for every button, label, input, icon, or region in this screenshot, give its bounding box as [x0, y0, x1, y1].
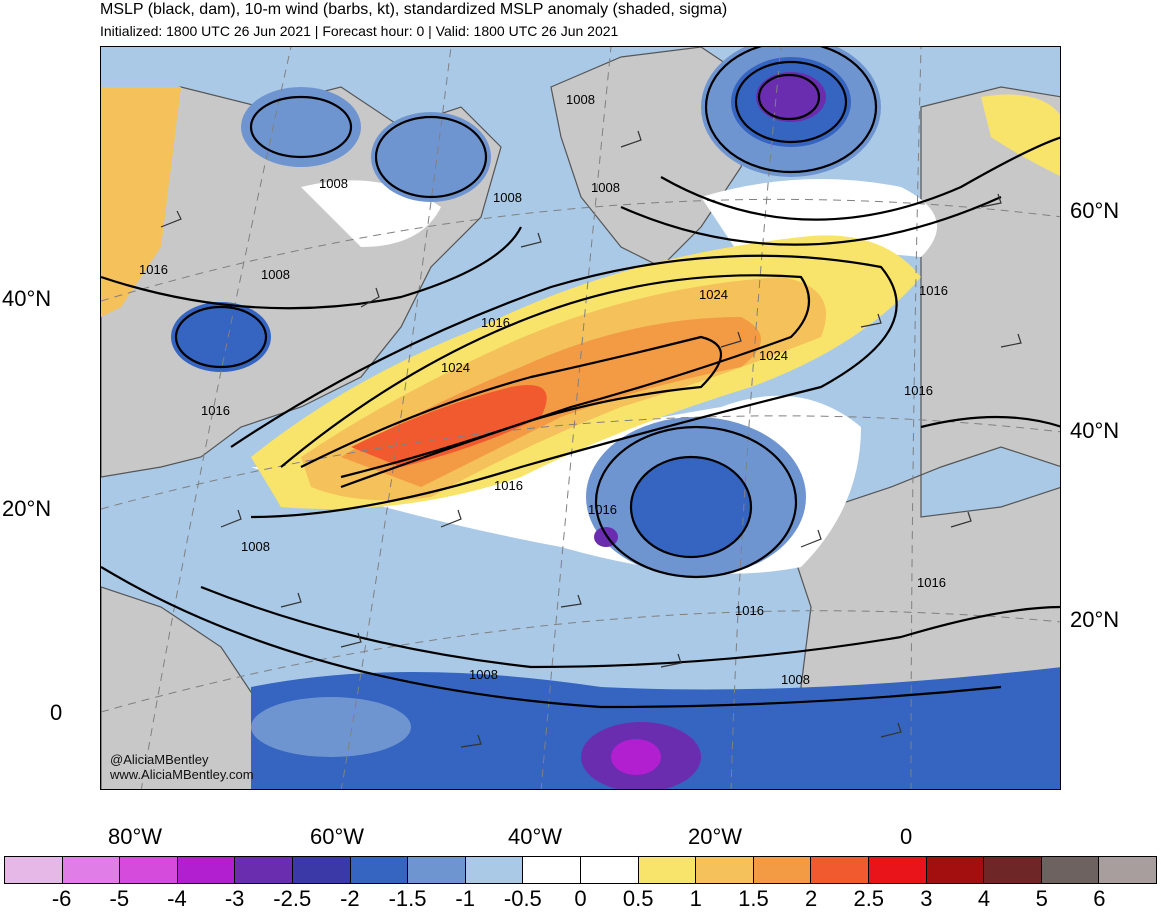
colorbar-tick-label: 6 [1093, 886, 1106, 911]
isobar-label: 1008 [469, 667, 498, 682]
colorbar-segment [811, 857, 869, 883]
colorbar [4, 856, 1157, 884]
colorbar-tick-label: -5 [109, 886, 130, 911]
isobar-label: 1008 [319, 176, 348, 191]
colorbar-segment [868, 857, 927, 883]
colorbar-segment [120, 857, 178, 883]
colorbar-tick-label: -2 [340, 886, 360, 911]
colorbar-segment [1099, 857, 1156, 883]
lat-label-right: 60°N [1070, 198, 1120, 223]
colorbar-segment [350, 857, 409, 883]
isobar-labels: 1008 1008 1008 1008 1016 1008 1016 1024 … [139, 92, 948, 687]
lat-label-left: 20°N [2, 496, 52, 521]
map-subtitle: Initialized: 1800 UTC 26 Jun 2021 | Fore… [100, 23, 619, 39]
colorbar-segment [62, 857, 121, 883]
map-panel: 1008 1008 1008 1008 1016 1008 1016 1024 … [100, 46, 1061, 790]
colorbar-segment [523, 857, 581, 883]
credit-block: @AliciaMBentley www.AliciaMBentley.com [110, 752, 254, 782]
colorbar-tick-label: 4 [977, 886, 991, 911]
colorbar-tick-label: -1 [455, 886, 475, 911]
lon-label: 80°W [108, 824, 163, 849]
isobar-label: 1024 [699, 287, 728, 302]
positive-anomaly [101, 87, 1060, 510]
colorbar-segment [696, 857, 754, 883]
colorbar-segment [753, 857, 812, 883]
isobar-label: 1016 [588, 502, 617, 517]
colorbar-tick-label: 0 [574, 886, 587, 911]
map-svg: 1008 1008 1008 1008 1016 1008 1016 1024 … [101, 47, 1060, 789]
credit-website: www.AliciaMBentley.com [110, 767, 254, 782]
colorbar-tick-label: -6 [51, 886, 72, 911]
isobar-label: 1016 [481, 315, 510, 330]
colorbar-segment [465, 857, 524, 883]
colorbar-tick-label: 0.5 [622, 886, 654, 911]
colorbar-segment [292, 857, 351, 883]
colorbar-tick-label: -1.5 [388, 886, 427, 911]
colorbar-segment [408, 857, 466, 883]
isobar-label: 1016 [494, 478, 523, 493]
colorbar-segment [926, 857, 985, 883]
wind-barbs [160, 130, 1022, 748]
isobar-label: 1024 [759, 348, 788, 363]
colorbar-tick-label: -0.5 [503, 886, 542, 911]
colorbar-tick-label: 1 [689, 886, 702, 911]
lat-label-right: 20°N [1070, 607, 1120, 632]
map-title: MSLP (black, dam), 10-m wind (barbs, kt)… [100, 1, 728, 18]
lon-label: 60°W [310, 824, 365, 849]
colorbar-tick-label: 1.5 [738, 886, 769, 911]
colorbar-tick-label: 2.5 [853, 886, 885, 911]
colorbar-segment [638, 857, 697, 883]
lon-label: 0 [900, 824, 913, 849]
colorbar-tick-label: -4 [167, 886, 187, 911]
isobar-label: 1016 [917, 575, 946, 590]
lat-label-right: 40°N [1070, 418, 1120, 443]
colorbar-segment [580, 857, 639, 883]
isobar-label: 1016 [735, 603, 764, 618]
lon-label: 20°W [688, 824, 743, 849]
colorbar-tick-label: 3 [920, 886, 933, 911]
negative-anomaly [171, 47, 1060, 789]
isobar-label: 1016 [919, 283, 948, 298]
colorbar-tick-label: -2.5 [273, 886, 312, 911]
colorbar-segment [1041, 857, 1100, 883]
isobar-label: 1016 [904, 383, 933, 398]
isobar-label: 1008 [781, 672, 810, 687]
isobars [101, 47, 1060, 709]
colorbar-segment [984, 857, 1042, 883]
isobar-label: 1008 [261, 267, 290, 282]
lon-label: 40°W [508, 824, 563, 849]
colorbar-tick-label: -3 [224, 886, 245, 911]
colorbar-tick-label: 5 [1035, 886, 1048, 911]
credit-handle: @AliciaMBentley [110, 752, 209, 767]
colorbar-segment [5, 857, 63, 883]
isobar-label: 1024 [441, 360, 470, 375]
isobar-label: 1008 [591, 180, 620, 195]
isobar-label: 1016 [139, 262, 168, 277]
lat-label-left: 40°N [2, 286, 52, 311]
isobar-label: 1008 [493, 190, 522, 205]
isobar-label: 1008 [566, 92, 595, 107]
isobar-label: 1008 [241, 539, 270, 554]
graticule [101, 47, 1060, 789]
colorbar-tick-label: 2 [804, 886, 818, 911]
colorbar-segment [177, 857, 236, 883]
isobar-label: 1016 [201, 403, 230, 418]
lat-label-left: 0 [50, 700, 63, 725]
colorbar-segment [235, 857, 293, 883]
